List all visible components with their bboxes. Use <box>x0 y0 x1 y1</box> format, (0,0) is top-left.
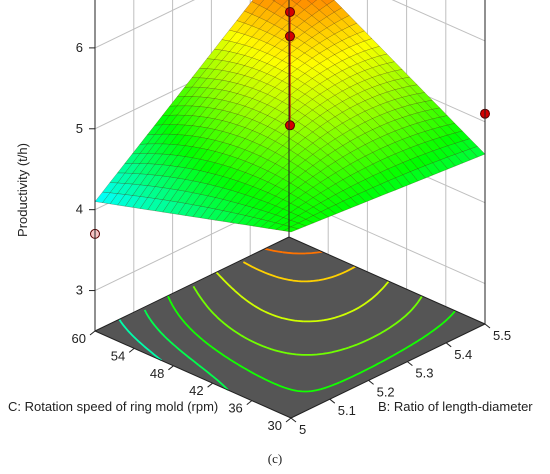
y-tick-label: 5 <box>299 422 306 437</box>
x-tick-label: 42 <box>189 383 203 398</box>
surface-patch <box>306 0 317 5</box>
y-tick-label: 5.1 <box>338 403 356 418</box>
x-tick-mark <box>128 348 135 353</box>
y-axis-ticks: 5 5.1 5.2 5.3 5.4 5.5 <box>290 323 511 437</box>
z-tick-label: 4 <box>76 202 83 217</box>
frame-edge <box>94 330 292 419</box>
y-tick-mark <box>407 361 413 366</box>
frame-edge <box>94 236 290 332</box>
y-tick-label: 5.3 <box>415 366 433 381</box>
y-tick-mark <box>368 380 374 385</box>
y-tick-mark <box>484 323 491 329</box>
x-tick-mark <box>168 365 174 371</box>
y-tick-mark <box>445 342 452 348</box>
y-tick-mark <box>290 417 297 423</box>
design-point <box>285 31 295 42</box>
x-axis-ticks: 30 36 42 48 54 60 <box>72 330 292 433</box>
x-tick-mark <box>246 400 253 405</box>
y-axis-title: B: Ratio of length-diameter <box>378 399 533 414</box>
z-tick-label: 5 <box>76 121 83 136</box>
z-axis-title: Productivity (t/h) <box>15 143 30 237</box>
contour-floor <box>95 237 485 418</box>
x-tick-label: 54 <box>111 348 125 363</box>
contour-line <box>166 295 456 393</box>
x-tick-mark <box>89 330 96 336</box>
response-surface <box>94 0 486 233</box>
x-tick-label: 60 <box>72 331 86 346</box>
y-tick-label: 5.4 <box>454 347 472 362</box>
design-point <box>285 7 295 17</box>
frame-edge <box>290 323 486 419</box>
x-tick-label: 48 <box>150 366 164 381</box>
design-point <box>285 120 295 131</box>
x-tick-label: 36 <box>228 401 242 416</box>
contour-line <box>215 271 390 323</box>
x-tick-mark <box>285 417 292 423</box>
z-tick-label: 6 <box>76 40 83 55</box>
x-tick-mark <box>207 382 213 388</box>
contour-line <box>242 261 356 283</box>
z-tick-label: 3 <box>76 283 83 298</box>
z-gridline <box>94 0 486 49</box>
frame-edge <box>288 236 486 325</box>
y-tick-label: 5.2 <box>377 384 395 399</box>
y-tick-label: 5.5 <box>493 328 511 343</box>
figure-caption: (c) <box>268 451 282 466</box>
x-axis-title: C: Rotation speed of ring mold (rpm) <box>8 399 218 414</box>
y-tick-mark <box>329 398 336 404</box>
x-tick-label: 30 <box>268 418 282 433</box>
surface-patch <box>282 226 300 233</box>
z-axis-ticks: 34567 <box>76 40 95 298</box>
contour-line <box>192 285 423 356</box>
box-frame <box>94 0 486 419</box>
